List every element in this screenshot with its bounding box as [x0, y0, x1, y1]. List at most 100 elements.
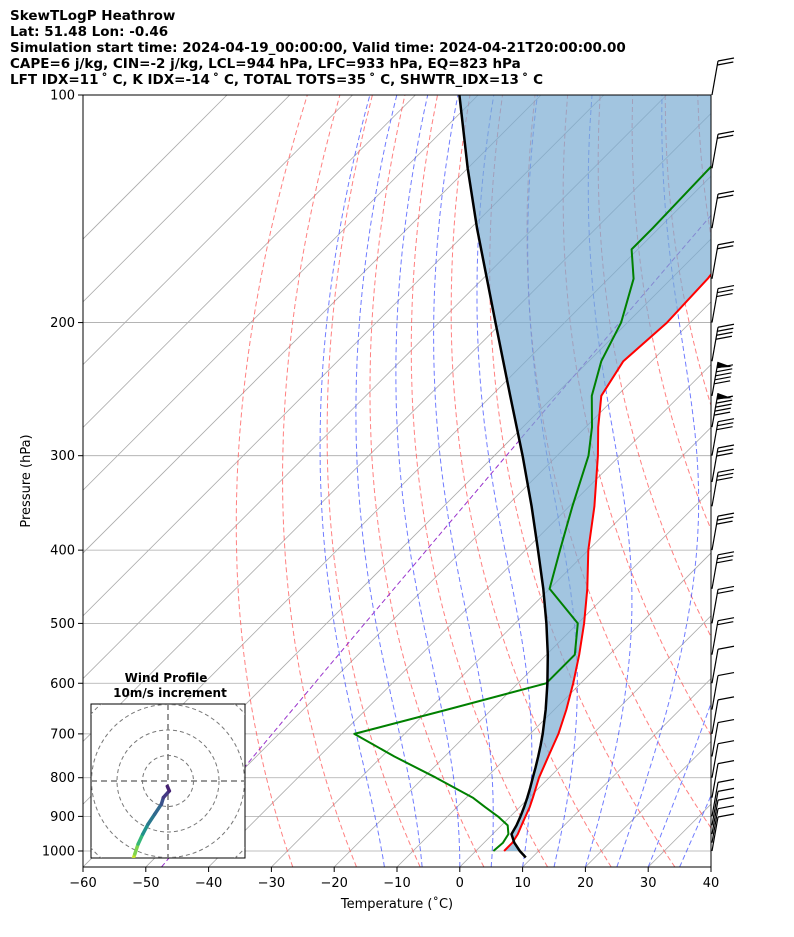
wind-barb — [711, 512, 735, 551]
wind-barb — [711, 57, 735, 96]
isotherm-line — [83, 95, 542, 554]
indices-text-1: CAPE=6 j/kg, CIN=-2 j/kg, LCL=944 hPa, L… — [10, 56, 521, 72]
wind-barb — [711, 585, 735, 624]
wind-barb — [711, 671, 735, 710]
moist-adiabat — [476, 95, 533, 867]
chart-header: SkewTLogP Heathrow Lat: 51.48 Lon: -0.46… — [10, 8, 626, 88]
hodograph-segment — [141, 822, 150, 836]
x-tick-label: −60 — [69, 876, 96, 891]
isotherm-line — [83, 95, 416, 428]
y-tick-label: 1000 — [42, 844, 75, 859]
dry-adiabat — [369, 95, 485, 867]
isotherm-line — [522, 678, 711, 867]
y-tick-label: 900 — [50, 810, 75, 825]
moist-adiabat — [679, 794, 711, 867]
hodograph-segment — [136, 832, 145, 846]
wind-barb — [711, 418, 735, 456]
y-tick-label: 800 — [50, 771, 75, 786]
wind-profile-inset: Wind Profile 10m/s increment — [90, 671, 246, 859]
x-tick-label: −20 — [320, 876, 347, 891]
data-layer — [353, 95, 711, 859]
temperature-line — [503, 272, 711, 852]
x-tick-label: −10 — [383, 876, 410, 891]
inset-subtitle: 10m/s increment — [113, 686, 227, 700]
wind-barb — [711, 760, 735, 798]
dry-adiabat — [410, 95, 549, 867]
y-tick-label: 200 — [50, 316, 75, 331]
moist-adiabat — [647, 701, 711, 867]
wind-barbs — [711, 57, 735, 852]
wind-barb — [711, 190, 735, 229]
moist-adiabat — [433, 95, 494, 867]
y-axis-label: Pressure (hPa) — [19, 434, 34, 527]
hodograph-segment — [146, 812, 157, 826]
wind-barb — [711, 284, 735, 323]
moist-adiabat — [355, 95, 423, 867]
dry-adiabat — [763, 95, 794, 867]
wind-barb — [711, 778, 735, 817]
wind-barb — [711, 551, 735, 589]
isotherm-line — [83, 95, 228, 240]
hodograph-segment — [152, 802, 164, 816]
wind-barb — [711, 444, 735, 483]
wind-barb — [711, 130, 735, 169]
isotherm-line — [459, 615, 711, 867]
isotherm-line — [83, 95, 479, 491]
isotherm-line — [396, 552, 711, 867]
y-tick-label: 500 — [50, 617, 75, 632]
x-tick-label: 20 — [577, 876, 594, 891]
wind-barb — [711, 813, 735, 852]
isotherm-line — [333, 489, 711, 867]
indices-text-2: LFT IDX=11 ˚ C, K IDX=-14 ˚ C, TOTAL TOT… — [10, 72, 543, 88]
isotherm-line — [710, 866, 711, 867]
dry-adiabat — [450, 95, 612, 867]
chart-title: SkewTLogP Heathrow — [10, 8, 176, 24]
wind-barb — [711, 718, 735, 757]
location-text: Lat: 51.48 Lon: -0.46 — [10, 24, 169, 40]
wind-barb — [711, 241, 735, 279]
dry-adiabat — [282, 95, 357, 867]
wind-barb — [711, 361, 734, 396]
dry-adiabat — [597, 95, 711, 638]
wind-barb — [711, 796, 735, 835]
y-tick-label: 300 — [50, 449, 75, 464]
wind-barb — [711, 323, 735, 362]
cape-area — [459, 95, 711, 851]
x-tick-label: −30 — [258, 876, 285, 891]
moist-adiabat — [319, 95, 385, 867]
time-text: Simulation start time: 2024-04-19_00:00:… — [10, 40, 626, 56]
dewpoint-line — [353, 165, 711, 852]
x-tick-label: 40 — [703, 876, 720, 891]
wind-barb — [711, 805, 735, 843]
wind-barb — [711, 468, 735, 507]
moist-adiabat — [395, 95, 461, 867]
dry-adiabat — [326, 95, 421, 867]
wind-barb — [711, 617, 735, 655]
y-tick-label: 600 — [50, 677, 75, 692]
isotherm-line — [83, 95, 353, 366]
hodograph-segment — [165, 784, 172, 793]
x-tick-label: 30 — [640, 876, 657, 891]
dry-adiabat — [235, 95, 308, 867]
inset-title: Wind Profile — [125, 671, 208, 685]
y-tick-label: 700 — [50, 727, 75, 742]
wind-barb — [711, 393, 734, 428]
x-tick-label: −40 — [195, 876, 222, 891]
isotherm-line — [83, 95, 291, 303]
parcel-line — [458, 95, 550, 859]
y-tick-label: 100 — [50, 89, 75, 104]
x-axis-label: Temperature (˚C) — [340, 896, 453, 912]
axis-layer: −60 −50 −40 −30 −20 −10 0 10 20 30 40 1000 900 800 700… — [42, 89, 719, 892]
moist-adiabat — [616, 95, 700, 867]
x-tick-label: −50 — [132, 876, 159, 891]
wind-barb — [711, 787, 735, 826]
wind-barb — [711, 740, 735, 778]
y-tick-label: 400 — [50, 544, 75, 559]
moist-adiabat — [584, 95, 633, 867]
x-tick-label: 0 — [456, 876, 464, 891]
dry-adiabat — [730, 95, 794, 867]
wind-barb — [711, 645, 735, 684]
x-tick-label: 10 — [514, 876, 531, 891]
wind-barb — [711, 696, 735, 734]
